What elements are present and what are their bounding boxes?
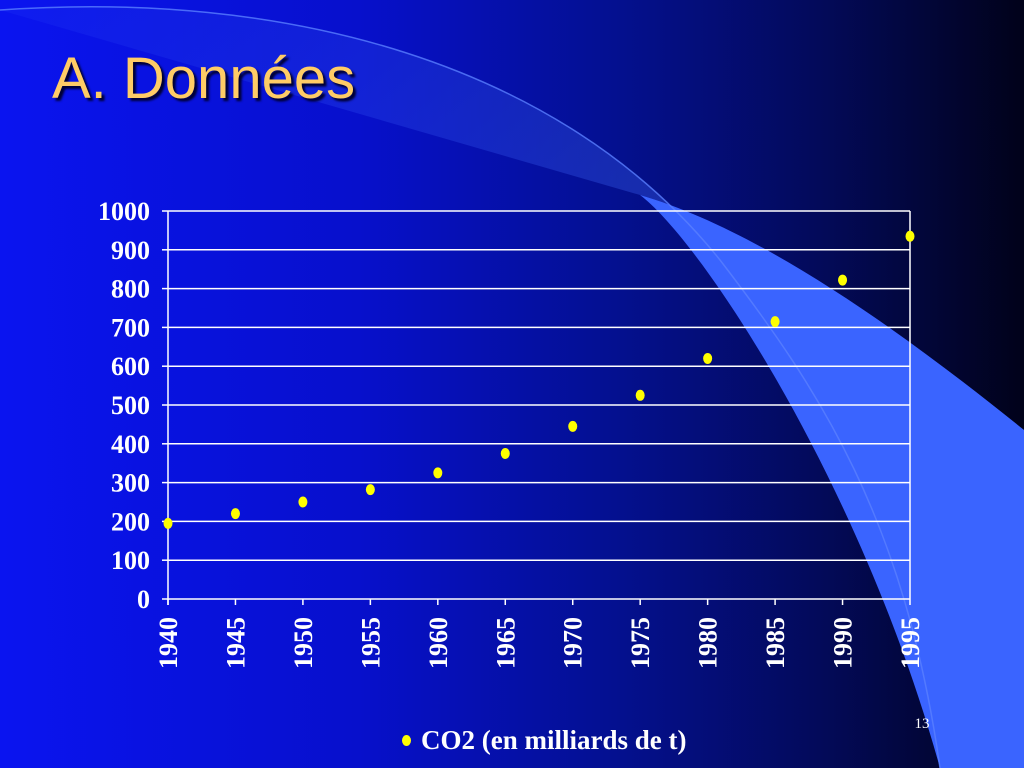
- y-tick-label: 200: [111, 507, 150, 536]
- x-axis-tick-labels: 1940 1945 1950 1955 1960 1965 1970 1975 1980 1985…: [154, 617, 925, 669]
- x-tick-label: 1955: [356, 617, 385, 669]
- x-tick-label: 1950: [289, 617, 318, 669]
- data-point-1970: [568, 420, 578, 432]
- y-axis-tick-labels: 0 100 200 300 400 500 600 700 800 900 1000: [98, 197, 150, 614]
- x-tick-label: 1980: [694, 617, 723, 669]
- axes: [162, 210, 911, 605]
- data-points: [163, 230, 915, 529]
- y-tick-label: 900: [111, 236, 150, 265]
- y-tick-label: 700: [111, 313, 150, 342]
- x-tick-label: 1965: [491, 617, 520, 669]
- y-tick-label: 1000: [98, 197, 150, 226]
- slide-title: A. Données: [52, 46, 356, 111]
- legend-marker-icon: [402, 734, 411, 746]
- y-tick-label: 100: [111, 546, 150, 575]
- data-point-1955: [365, 484, 375, 496]
- data-point-1950: [298, 496, 308, 508]
- y-tick-label: 600: [111, 352, 150, 381]
- x-tick-label: 1960: [424, 617, 453, 669]
- y-tick-label: 500: [111, 391, 150, 420]
- data-point-1995: [905, 230, 915, 242]
- data-point-1965: [500, 448, 510, 459]
- y-tick-label: 400: [111, 430, 150, 459]
- y-tick-label: 800: [111, 275, 150, 304]
- data-point-1980: [703, 352, 713, 364]
- page-number: 13: [914, 716, 930, 732]
- x-tick-label: 1995: [896, 617, 925, 669]
- x-tick-label: 1970: [559, 617, 588, 669]
- x-tick-label: 1975: [626, 617, 655, 669]
- data-point-1945: [230, 508, 240, 520]
- x-tick-label: 1985: [761, 617, 790, 669]
- x-tick-label: 1940: [154, 617, 183, 669]
- data-point-1975: [635, 389, 645, 401]
- data-point-1960: [433, 467, 443, 479]
- x-tick-label: 1990: [829, 617, 858, 669]
- x-tick-label: 1945: [221, 617, 250, 669]
- data-point-1990: [838, 274, 848, 286]
- legend-label: CO2 (en milliards de t): [421, 724, 687, 755]
- data-point-1985: [770, 316, 780, 328]
- gridlines: [168, 210, 910, 561]
- legend: CO2 (en milliards de t): [402, 722, 686, 758]
- y-tick-label: 0: [137, 585, 150, 614]
- y-tick-label: 300: [111, 469, 150, 498]
- data-point-1940: [163, 517, 173, 529]
